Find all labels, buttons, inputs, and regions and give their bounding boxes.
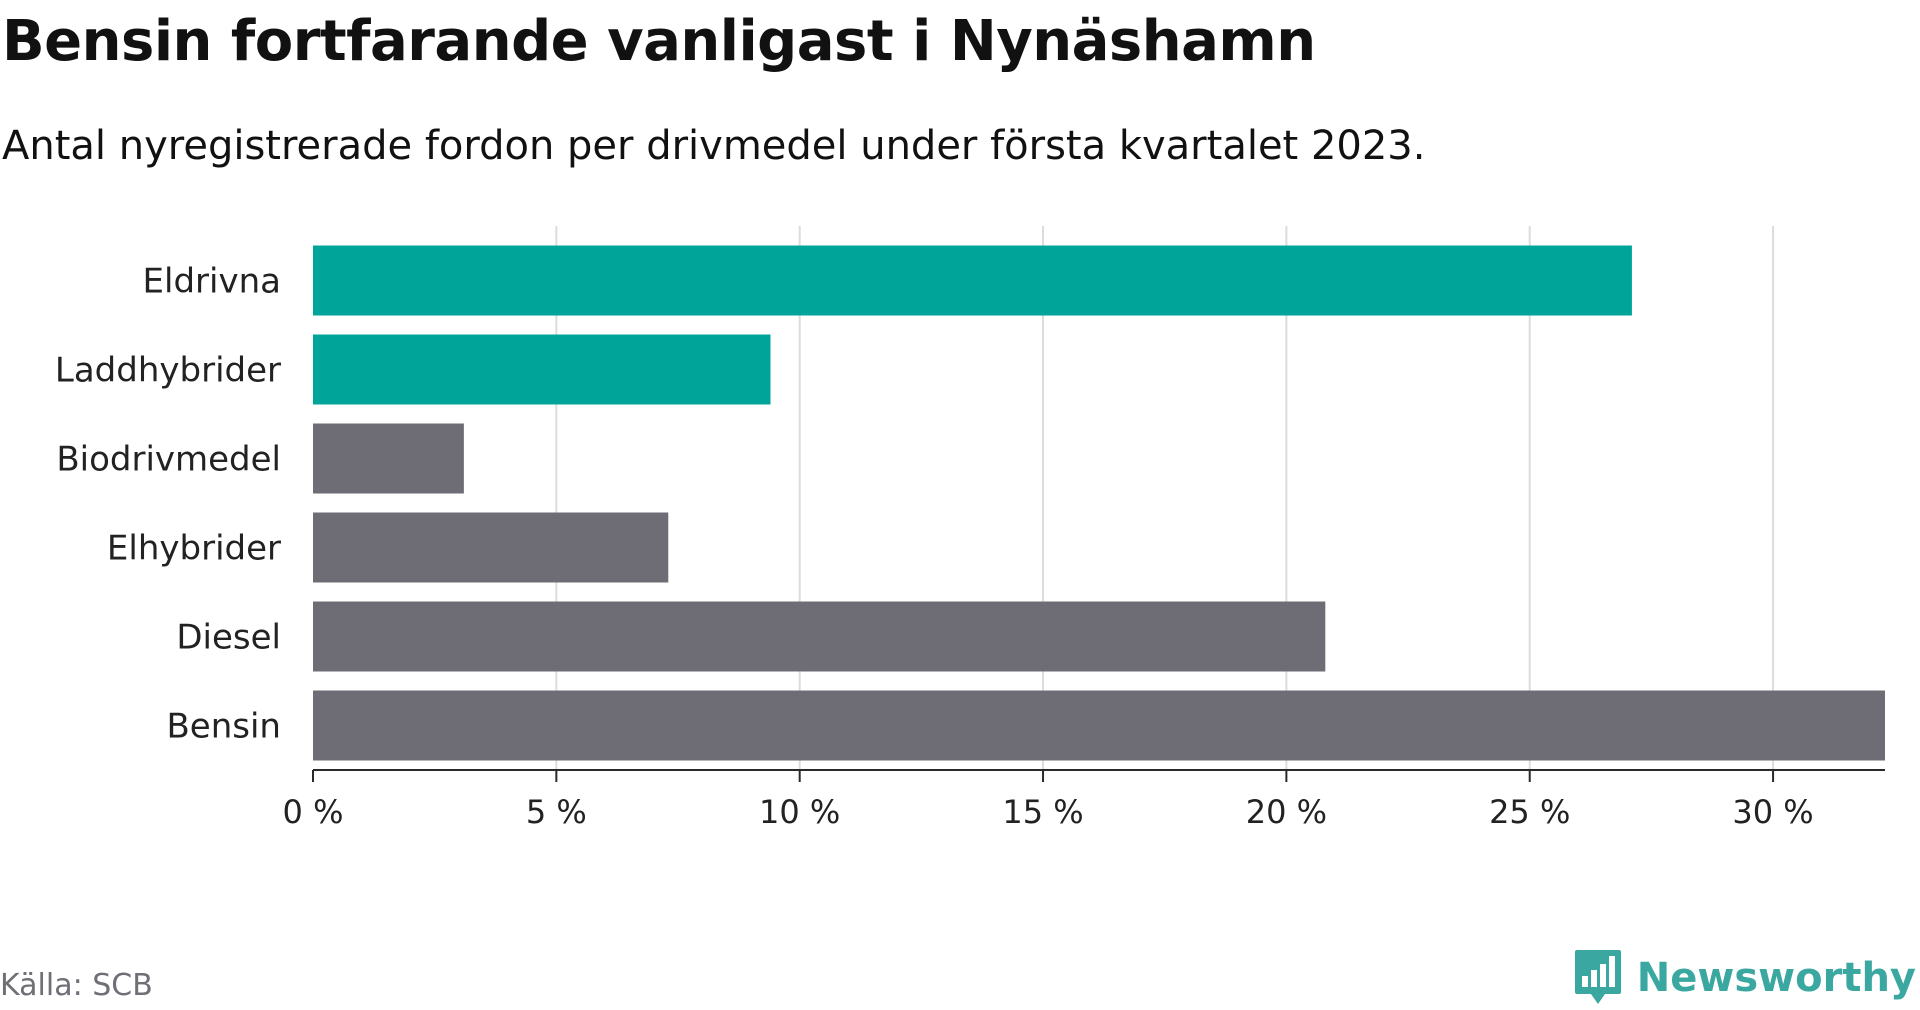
source-note: Källa: SCB <box>0 968 153 1003</box>
category-label: Diesel <box>176 618 281 658</box>
bar-chart-speech-bubble-icon <box>1574 950 1621 1004</box>
brand: Newsworthy <box>1573 948 1916 1008</box>
x-tick-label: 0 % <box>283 793 344 831</box>
brand-name: Newsworthy <box>1636 955 1916 1001</box>
chart-title: Bensin fortfarande vanligast i Nynäshamn <box>2 9 1316 74</box>
x-tick-label: 30 % <box>1732 793 1813 831</box>
category-labels: Eldrivna Laddhybrider Biodrivmedel Elhybrid… <box>55 262 281 747</box>
category-label: Elhybrider <box>107 529 281 569</box>
category-label: Bensin <box>166 707 281 747</box>
category-label: Laddhybrider <box>55 351 281 391</box>
x-tick-label: 20 % <box>1246 793 1327 831</box>
x-tick-label: 10 % <box>759 793 840 831</box>
gridlines <box>555 226 1775 770</box>
chart-subtitle: Antal nyregistrerade fordon per drivmede… <box>2 123 1426 169</box>
x-tick-label: 5 % <box>526 793 587 831</box>
x-axis: 0 % 5 % 10 % 15 % 20 % 25 % 30 % <box>283 769 1885 831</box>
horizontal-bar-chart: Eldrivna Laddhybrider Biodrivmedel Elhybrid… <box>55 226 1885 831</box>
bar-laddhybrider <box>313 334 771 405</box>
bar-bensin <box>313 690 1885 761</box>
x-tick-label: 25 % <box>1489 793 1570 831</box>
bar-eldrivna <box>313 245 1632 316</box>
bars <box>313 245 1885 761</box>
category-label: Eldrivna <box>143 262 281 302</box>
x-tick-label: 15 % <box>1002 793 1083 831</box>
bar-diesel <box>313 601 1326 672</box>
bar-elhybrider <box>313 512 669 583</box>
bar-biodrivmedel <box>313 423 464 494</box>
category-label: Biodrivmedel <box>56 440 281 480</box>
